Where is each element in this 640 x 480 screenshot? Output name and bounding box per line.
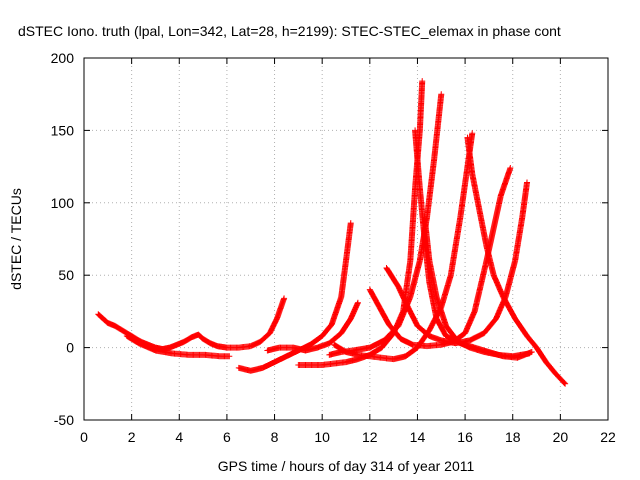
series-12 — [464, 134, 569, 387]
x-axis-label: GPS time / hours of day 314 of year 2011 — [218, 458, 475, 474]
series-5 — [295, 78, 426, 368]
y-tick-label: 150 — [51, 122, 75, 138]
series-9 — [383, 179, 531, 347]
x-tick-label: 0 — [80, 429, 88, 445]
series-8 — [366, 165, 514, 350]
y-tick-label: 50 — [58, 267, 74, 283]
series-markers — [464, 134, 569, 387]
series-markers — [123, 333, 233, 360]
x-tick-label: 6 — [223, 429, 231, 445]
y-tick-label: 200 — [51, 50, 75, 66]
x-axis: 0 2 4 6 8 10 12 14 16 18 20 22 — [80, 58, 616, 445]
x-tick-label: 20 — [553, 429, 569, 445]
series-markers — [331, 130, 476, 363]
y-tick-label: 100 — [51, 195, 75, 211]
series-11 — [421, 214, 533, 360]
x-tick-label: 14 — [410, 429, 426, 445]
x-tick-label: 22 — [600, 429, 616, 445]
x-tick-label: 16 — [457, 429, 473, 445]
series-2 — [123, 333, 233, 360]
series-markers — [95, 295, 288, 353]
series-4 — [264, 299, 361, 354]
series-markers — [366, 165, 514, 350]
x-tick-label: 2 — [128, 429, 136, 445]
series-1 — [95, 295, 288, 353]
x-tick-label: 8 — [271, 429, 279, 445]
x-tick-label: 18 — [505, 429, 521, 445]
data-series — [95, 78, 569, 387]
series-markers — [421, 214, 533, 360]
series-markers — [295, 78, 426, 368]
plot-frame — [83, 57, 609, 421]
y-axis-label: dSTEC / TECUs — [8, 188, 24, 290]
series-7 — [331, 130, 476, 363]
y-tick-label: -50 — [54, 412, 74, 428]
chart-title: dSTEC Iono. truth (lpal, Lon=342, Lat=28… — [18, 23, 561, 39]
x-tick-label: 12 — [362, 429, 378, 445]
y-axis: -50 0 50 100 150 200 — [51, 50, 608, 428]
series-markers — [264, 299, 361, 354]
grid-lines — [84, 58, 608, 420]
x-tick-label: 4 — [175, 429, 183, 445]
series-markers — [383, 179, 531, 347]
y-tick-label: 0 — [66, 340, 74, 356]
x-tick-label: 10 — [314, 429, 330, 445]
